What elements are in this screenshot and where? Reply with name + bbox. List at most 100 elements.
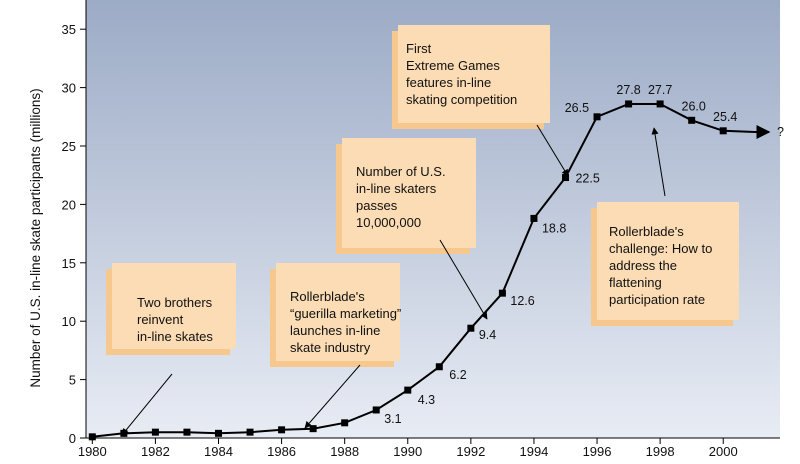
y-tick-label: 10: [62, 314, 76, 329]
x-tick-label: 1994: [519, 444, 548, 459]
data-label: 26.0: [682, 99, 706, 113]
x-tick-label: 1992: [456, 444, 485, 459]
data-point: [561, 174, 569, 182]
x-tick-label: 1996: [583, 444, 612, 459]
axes: 0 5 10 15 20 25 30 35 1980 1982 1984 1986 1988 1990 19…: [62, 0, 780, 459]
data-point: [593, 113, 601, 121]
y-tick-label: 0: [69, 431, 76, 446]
data-point: [120, 429, 128, 437]
data-point: [404, 386, 412, 394]
annotation-line: Number of U.S.: [356, 164, 446, 179]
x-tick-label: 1980: [78, 444, 107, 459]
series-layer: ?: [88, 100, 784, 441]
annotation-line: skating competition: [406, 92, 517, 107]
x-tick-label: 1986: [267, 444, 296, 459]
data-point: [278, 426, 286, 434]
annotation-text: Rollerblade's challenge: How to address th…: [609, 224, 712, 307]
y-axis-label: Number of U.S. in-line skate participant…: [28, 88, 43, 387]
annotation-line: Two brothers: [137, 295, 213, 310]
data-label: 22.5: [575, 172, 599, 186]
data-point: [498, 289, 506, 297]
annotation-line: flattening: [609, 275, 662, 290]
y-tick-label: 25: [62, 139, 76, 154]
data-point: [214, 429, 222, 437]
data-label: 3.1: [384, 412, 401, 426]
annotation-line: skate industry: [290, 340, 371, 355]
data-point: [341, 419, 349, 427]
callout-arrow: [536, 124, 569, 177]
data-label-layer: 3.1 4.3 6.2 9.4 12.6 18.8 22.5 26.5 27.8 27.7 26.0…: [384, 83, 737, 426]
annotation-line: Extreme Games: [406, 58, 500, 73]
x-tick-label: 1990: [393, 444, 422, 459]
data-point: [183, 428, 191, 436]
data-point: [372, 406, 380, 414]
x-tick-label: 1982: [141, 444, 170, 459]
callout-arrow: [304, 364, 361, 429]
annotation-text: Number of U.S. in-line skaters passes 10,00…: [356, 164, 446, 230]
x-tick-label: 2000: [709, 444, 738, 459]
annotation-line: launches in-line: [290, 323, 380, 338]
annotation-callout: Rollerblade's challenge: How to address th…: [591, 127, 739, 326]
annotation-line: “guerilla marketing”: [290, 306, 401, 321]
annotation-line: Rollerblade's: [290, 289, 365, 304]
data-point: [719, 127, 727, 135]
callout-box: [398, 25, 550, 123]
annotation-line: Rollerblade's: [609, 224, 684, 239]
data-point: [435, 363, 443, 371]
annotation-text: Rollerblade's “guerilla marketing” launche…: [290, 289, 401, 355]
data-point: [246, 428, 254, 436]
data-point: [625, 100, 633, 108]
y-tick-label: 5: [69, 373, 76, 388]
annotation-text: First Extreme Games features in-line skatin…: [406, 41, 517, 107]
annotation-line: participation rate: [609, 292, 705, 307]
series-end-marker: ?: [777, 125, 784, 139]
callout-box: [112, 263, 236, 349]
data-label: 6.2: [449, 368, 466, 382]
annotation-callout: Number of U.S. in-line skaters passes 10,00…: [336, 138, 488, 320]
data-point: [88, 433, 96, 441]
data-point: [656, 100, 664, 108]
callout-box: [276, 263, 400, 361]
annotation-text: Two brothers reinvent in-line skates: [137, 295, 213, 344]
data-point: [309, 425, 317, 433]
annotation-callout: First Extreme Games features in-line skatin…: [392, 25, 569, 177]
y-tick-label: 20: [62, 197, 76, 212]
annotation-line: 10,000,000: [356, 215, 421, 230]
data-label: 12.6: [510, 294, 534, 308]
data-point: [530, 214, 538, 222]
annotation-callout: Two brothers reinvent in-line skates: [106, 263, 236, 436]
annotation-line: features in-line: [406, 75, 491, 90]
x-tick-label: 1984: [204, 444, 233, 459]
annotation-line: reinvent: [137, 312, 184, 327]
annotation-line: address the: [609, 258, 677, 273]
annotation-callout: Rollerblade's “guerilla marketing” launche…: [270, 263, 401, 429]
x-tick-label: 1988: [330, 444, 359, 459]
y-tick-label: 35: [62, 22, 76, 37]
data-label: 27.7: [648, 83, 672, 97]
data-label: 4.3: [418, 393, 435, 407]
callout-arrow: [651, 127, 666, 197]
annotation-line: First: [406, 41, 432, 56]
data-label: 25.4: [713, 110, 737, 124]
callout-arrow: [439, 239, 488, 320]
y-tick-label: 15: [62, 256, 76, 271]
annotation-line: challenge: How to: [609, 241, 712, 256]
annotation-line: passes: [356, 198, 398, 213]
callout-arrow: [121, 373, 173, 436]
annotation-line: in-line skaters: [356, 181, 437, 196]
data-point: [688, 116, 696, 124]
data-point: [151, 428, 159, 436]
annotation-layer: Two brothers reinvent in-line skates Roller…: [106, 25, 739, 436]
callout-box: [342, 138, 476, 248]
annotation-line: in-line skates: [137, 329, 213, 344]
data-label: 27.8: [616, 83, 640, 97]
x-tick-label: 1998: [646, 444, 675, 459]
data-label: 9.4: [479, 328, 496, 342]
data-label: 18.8: [542, 221, 566, 235]
y-tick-label: 30: [62, 81, 76, 96]
data-label: 26.5: [565, 101, 589, 115]
callout-box: [597, 202, 739, 320]
data-point: [467, 324, 475, 332]
